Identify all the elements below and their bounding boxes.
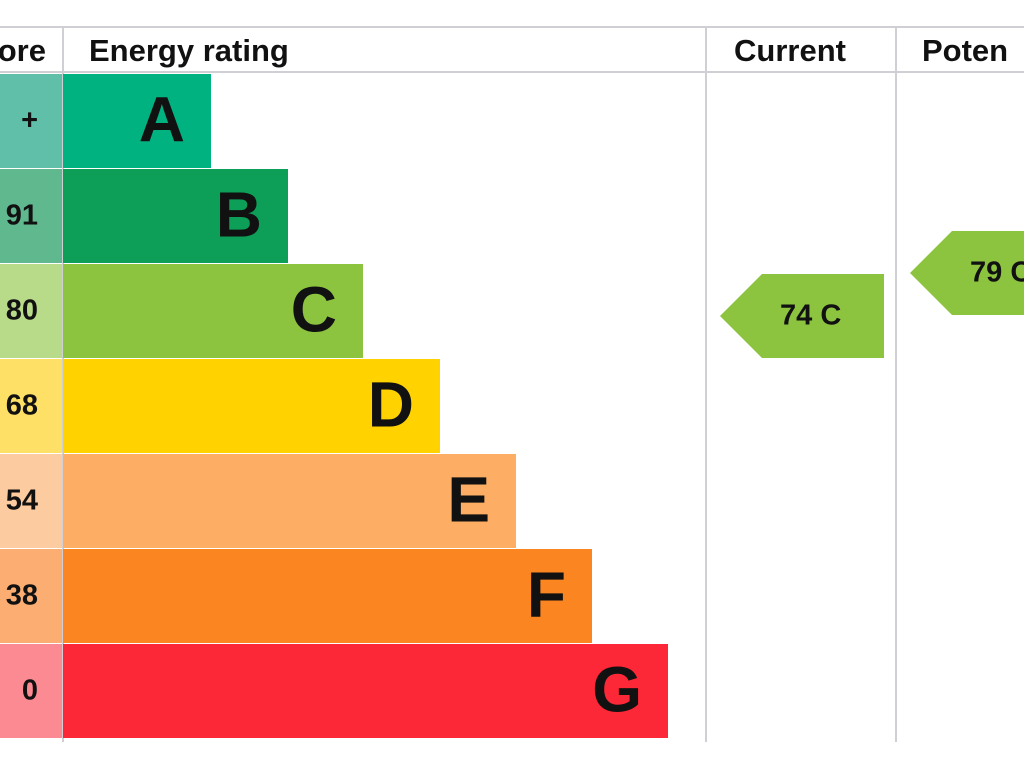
band-bar-a: A xyxy=(63,74,211,168)
header-current: Current xyxy=(734,33,846,68)
score-cell-e: 54 xyxy=(0,454,62,548)
band-letter: B xyxy=(215,178,262,251)
header-energy-rating: Energy rating xyxy=(89,33,289,68)
score-cell-d: 68 xyxy=(0,359,62,453)
band-bar-g: G xyxy=(63,644,668,738)
header-score: ore xyxy=(0,33,46,68)
band-letter: F xyxy=(526,558,566,631)
column-divider xyxy=(895,26,897,742)
score-cell-c: 80 xyxy=(0,264,62,358)
band-bar-f: F xyxy=(63,549,592,643)
band-letter: A xyxy=(138,83,185,156)
current-rating-arrow: 74 C xyxy=(720,273,884,358)
band-letter: D xyxy=(367,368,414,441)
score-label: 68 xyxy=(5,389,38,422)
score-cell-b: 91 xyxy=(0,169,62,263)
arrow-shape xyxy=(910,230,1024,315)
score-label: 80 xyxy=(5,294,38,327)
table-top-border xyxy=(0,26,1024,28)
header-potential: Poten xyxy=(922,33,1009,68)
potential-rating-arrow: 79 C xyxy=(910,230,1024,315)
header-bottom-border xyxy=(0,71,1024,73)
band-letter: C xyxy=(290,273,337,346)
score-label: 91 xyxy=(5,199,38,232)
arrow-label: 74 C xyxy=(780,299,842,332)
score-cell-f: 38 xyxy=(0,549,62,643)
score-label: 38 xyxy=(5,579,38,612)
column-divider xyxy=(705,26,707,742)
band-bar-b: B xyxy=(63,169,288,263)
band-letter: E xyxy=(447,463,490,536)
score-label: + xyxy=(21,104,38,137)
band-letter: G xyxy=(592,653,642,726)
score-label: 0 xyxy=(21,674,38,707)
band-bar-e: E xyxy=(63,454,516,548)
score-cell-g: 0 xyxy=(0,644,62,738)
arrow-shape xyxy=(720,273,884,358)
score-label: 54 xyxy=(5,484,38,517)
arrow-label: 79 C xyxy=(970,256,1024,289)
score-cell-a: + xyxy=(0,74,62,168)
band-bar-d: D xyxy=(63,359,440,453)
band-bar-c: C xyxy=(63,264,363,358)
